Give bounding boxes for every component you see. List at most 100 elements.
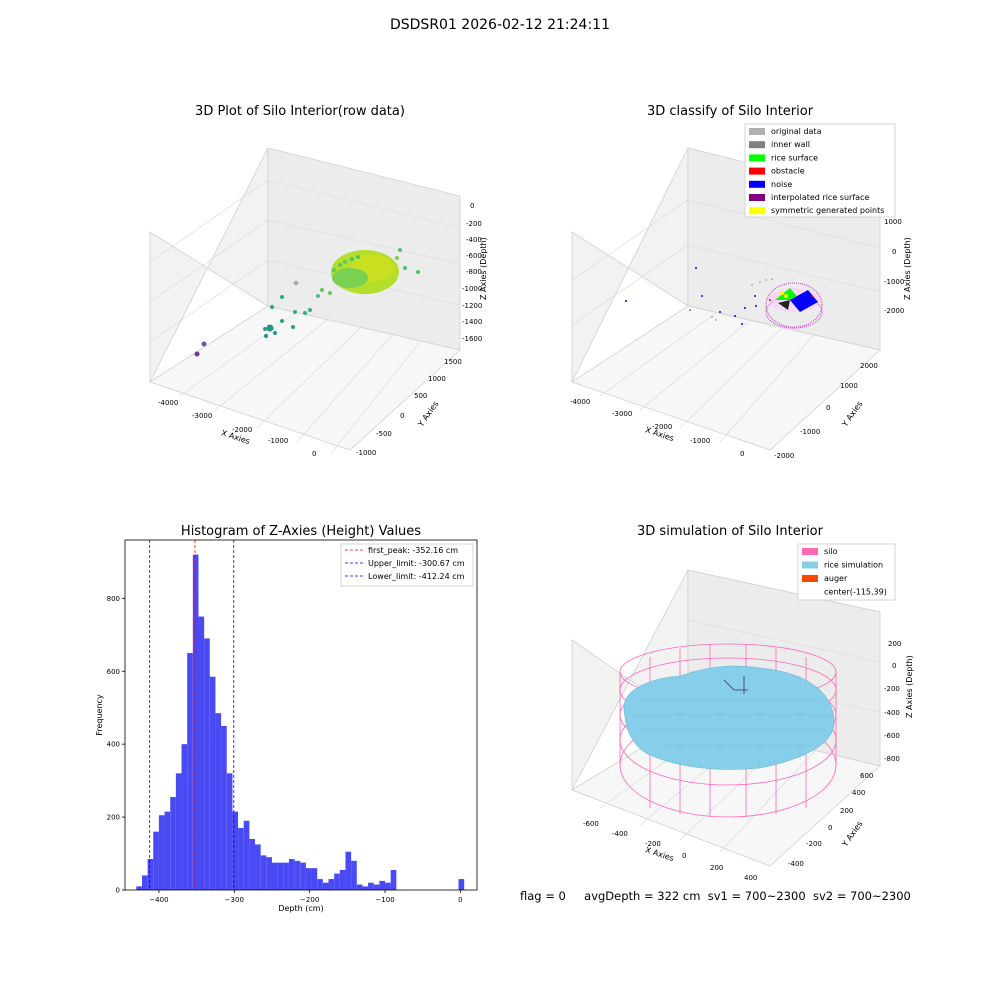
p1-ztick: -200 [466,220,482,228]
p1-ztick: 0 [470,202,474,210]
legend-label: silo [824,547,838,556]
panel2-title: 3D classify of Silo Interior [646,104,814,119]
panel2-points [625,267,823,329]
p4-ytick: -400 [788,860,804,868]
p4-ztick: 0 [892,662,896,670]
legend-label: rice simulation [824,561,883,570]
panel1-points [194,248,420,357]
histogram-bar [356,884,363,890]
p1-ytick: -1000 [356,449,376,457]
histogram-xtick-label: 0 [458,896,462,904]
histogram-bar [249,838,256,890]
histogram-ytick-label: 400 [107,741,120,749]
histogram-bar [243,820,250,890]
p2-xtick: -3000 [612,410,632,418]
histogram-bar [339,869,346,890]
legend-label: obstacle [771,167,805,176]
p1-xtick: -3000 [192,412,212,420]
histogram-bar [175,773,182,890]
p4-xtick: -400 [612,830,628,838]
histogram-bar [317,879,323,890]
histogram-bar [266,857,272,890]
panel1-panes [149,147,461,451]
p2-xtick: -4000 [570,398,590,406]
p4-ytick: 0 [828,824,832,832]
histogram-bar [153,831,159,890]
p4-xtick: 0 [682,852,686,860]
legend-label: center(-115,39) [824,588,887,597]
histogram-bar [305,868,312,890]
p1-xtick: -1000 [268,437,288,445]
histogram-frame [124,539,478,891]
histogram-bar [181,744,188,890]
p4-ztick: -200 [884,685,900,693]
p2-ytick: -1000 [800,428,820,436]
p2-zlabel: Z Axies (Depth) [903,237,912,300]
p1-ztick: -1600 [462,335,482,343]
panel4-grid [599,619,881,853]
p2-xlabel: X Axies [644,425,675,443]
p4-ztick: -400 [884,709,900,717]
histogram-xlabel: Depth (cm) [278,904,323,913]
legend-label: inner wall [771,140,810,149]
legend-swatch [749,180,765,188]
histogram-bar [170,797,176,890]
legend-swatch [802,548,818,555]
histogram-bar [368,882,374,890]
histogram-bar [141,875,148,890]
histogram-bar [345,851,352,890]
histogram-bar [283,862,289,890]
p1-ytick: 0 [400,412,404,420]
p4-ztick: -800 [884,755,900,763]
histogram-bar [390,869,397,890]
histogram-legend: first_peak: -352.16 cm Upper_limit: -300.… [340,543,474,587]
histogram-bar [226,773,233,890]
p1-ylabel: Y Axies [416,399,441,429]
legend-swatch [749,167,765,175]
histogram-bar [187,653,193,890]
histogram-ylabel: Frequency [95,694,104,736]
p2-xtick: -1000 [690,437,710,445]
histogram-bar [209,676,216,890]
panel4-legend: silo rice simulation auger center(-115,39) [797,543,896,601]
p2-ytick: 2000 [860,362,878,370]
p1-ytick: -500 [376,430,392,438]
histogram-bar [328,879,335,890]
panel4-tick-labels: -600 -400 -200 0 200 400 -400 -200 0 200… [583,640,901,882]
legend-label: noise [771,180,792,189]
histogram-vlines [149,540,235,890]
histogram-bar [204,638,210,890]
status-avg-depth: avgDepth = 322 cm [584,889,701,903]
rice-surface [623,665,835,770]
p4-ztick: 200 [888,640,901,648]
p1-ytick: 1000 [428,375,446,383]
histogram-bar [238,828,244,890]
histogram-bar [379,880,386,890]
p1-zlabel: Z Axies (Depth) [479,237,488,300]
legend-label: interpolated rice surface [771,193,869,202]
p1-ytick: 500 [414,392,427,400]
status-sv2: sv2 = 700~2300 [812,889,911,903]
histogram-xtick-label: −300 [225,896,244,904]
histogram-xtick-label: −400 [149,896,168,904]
p4-ytick: -200 [806,840,822,848]
histogram-bar [334,873,340,890]
panel4-title: 3D simulation of Silo Interior [637,524,823,539]
p2-xtick: -2000 [652,423,672,431]
histogram-bar [294,860,301,890]
histogram-bar [373,884,380,890]
histogram-bar [311,868,318,890]
histogram-xtick-label: −200 [300,896,319,904]
legend-swatch [749,128,765,135]
p1-ytick: 1500 [444,358,462,366]
status-flag: flag = 0 [520,889,566,903]
p1-xtick: -2000 [232,426,252,434]
histogram-bar [215,713,222,890]
p2-ytick: 1000 [840,382,858,390]
legend-swatch [749,141,765,149]
status-sv1: sv1 = 700~2300 [707,889,806,903]
